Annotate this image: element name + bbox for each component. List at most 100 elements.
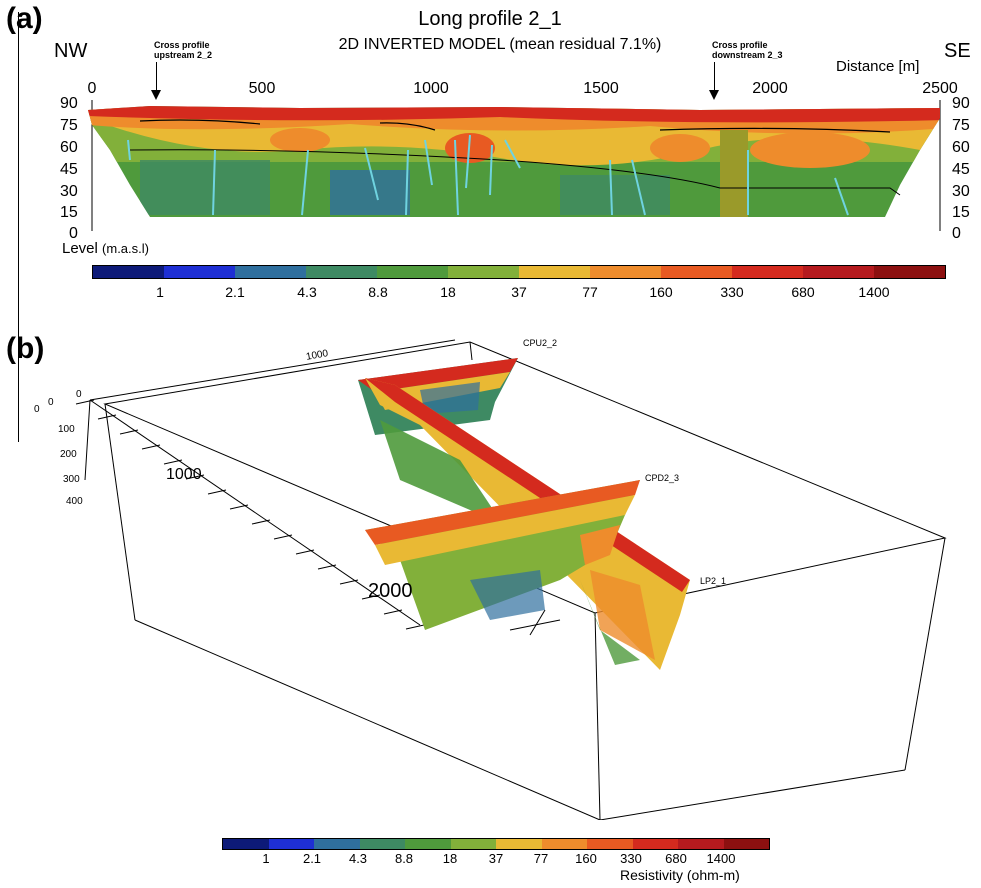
y-tick-right-60: 60 <box>952 139 970 156</box>
cb-a-label-160: 160 <box>649 284 673 300</box>
axis-tick-3 <box>141 444 161 450</box>
colorbar-segment-4 <box>405 839 451 849</box>
y-tick-right-45: 45 <box>952 161 970 178</box>
colorbar-segment-1 <box>268 839 314 849</box>
axis-label-0a: 0 <box>34 404 40 415</box>
upstream-annotation: Cross profile upstream 2_2 <box>154 40 213 60</box>
colorbar-segment-6 <box>519 266 590 278</box>
cb-b-label-8.8: 8.8 <box>394 851 414 866</box>
y-tick-left-90: 90 <box>60 95 78 112</box>
colorbar-segment-5 <box>450 839 496 849</box>
resistivity-section-a <box>88 100 941 231</box>
profile-title: Long profile 2_1 <box>418 8 562 30</box>
distance-axis-label: Distance [m] <box>836 58 920 75</box>
panel-a-label: (a) <box>6 2 43 35</box>
cb-b-label-77: 77 <box>533 851 549 866</box>
upstream-arrow <box>151 62 161 100</box>
y-tick-left-75: 75 <box>60 117 78 134</box>
cb-a-label-680: 680 <box>791 284 815 300</box>
cb-b-label-1: 1 <box>262 851 270 866</box>
cb-a-label-77: 77 <box>582 284 598 300</box>
cb-a-label-330: 330 <box>720 284 744 300</box>
cb-a-label-1: 1 <box>156 284 164 300</box>
colorbar-segment-11 <box>723 839 769 849</box>
cb-a-label-2.1: 2.1 <box>225 284 245 300</box>
axis-label-mid-1000: 1000 <box>166 466 202 483</box>
colorbar-segment-7 <box>590 266 661 278</box>
axis-tick-10 <box>295 549 315 555</box>
axis-label-0c: 0 <box>76 389 82 400</box>
cb-b-label-37: 37 <box>488 851 504 866</box>
panel-b-label: (b) <box>6 332 45 365</box>
colorbar-segment-2 <box>314 839 360 849</box>
cb-b-label-330: 330 <box>620 851 642 866</box>
axis-label-300: 300 <box>63 474 80 485</box>
colorbar-segment-5 <box>448 266 519 278</box>
colorbar-segment-3 <box>306 266 377 278</box>
colorbar-segment-0 <box>93 266 164 278</box>
axis-tick-6 <box>207 489 227 495</box>
level-label: Level (m.a.s.l) <box>62 240 149 257</box>
cb-b-label-680: 680 <box>665 851 687 866</box>
x-tick-1000: 1000 <box>413 80 449 97</box>
downstream-arrow <box>709 62 719 100</box>
colorbar-segment-10 <box>678 839 724 849</box>
y-tick-left-60: 60 <box>60 139 78 156</box>
axis-label-100: 100 <box>58 424 75 435</box>
y-tick-right-0: 0 <box>952 225 961 242</box>
axis-tick-0 <box>75 399 95 405</box>
colorbar-segment-8 <box>661 266 732 278</box>
axis-tick-11 <box>317 564 337 570</box>
y-tick-right-75: 75 <box>952 117 970 134</box>
colorbar-segment-8 <box>587 839 633 849</box>
y-tick-left-30: 30 <box>60 183 78 200</box>
cb-a-label-4.3: 4.3 <box>297 284 317 300</box>
colorbar-segment-10 <box>803 266 874 278</box>
downstream-annotation: Cross profile downstream 2_3 <box>712 40 783 60</box>
colorbar-segment-2 <box>235 266 306 278</box>
axis-label-400: 400 <box>66 496 83 507</box>
axis-label-0b: 0 <box>48 397 54 408</box>
axis-tick-8 <box>251 519 271 525</box>
colorbar-segment-3 <box>359 839 405 849</box>
panel-divider-line <box>18 12 19 442</box>
y-tick-left-0: 0 <box>69 225 78 242</box>
axis-tick-15 <box>405 624 425 630</box>
cb-b-label-160: 160 <box>575 851 597 866</box>
se-direction-label: SE <box>944 40 971 62</box>
axis-tick-9 <box>273 534 293 540</box>
lp-profile-label: LP2_1 <box>700 576 727 586</box>
colorbar-segment-6 <box>496 839 542 849</box>
profile-subtitle: 2D INVERTED MODEL (mean residual 7.1%) <box>338 36 662 53</box>
axis-tick-1 <box>97 414 117 420</box>
y-tick-right-30: 30 <box>952 183 970 200</box>
colorbar-b <box>222 838 770 850</box>
axis-tick-2 <box>119 429 139 435</box>
axis-tick-13 <box>361 594 381 600</box>
colorbar-segment-7 <box>541 839 587 849</box>
axis-tick-4 <box>163 459 183 465</box>
colorbar-segment-9 <box>632 839 678 849</box>
y-tick-right-90: 90 <box>952 95 970 112</box>
y-tick-right-15: 15 <box>952 204 970 221</box>
cpu-profile-label: CPU2_2 <box>523 338 558 348</box>
axis-tick-14 <box>383 609 403 615</box>
colorbar-segment-11 <box>874 266 945 278</box>
cb-a-label-18: 18 <box>440 284 456 300</box>
x-tick-1500: 1500 <box>583 80 619 97</box>
colorbar-segment-9 <box>732 266 803 278</box>
colorbar-title: Resistivity (ohm-m) <box>620 867 740 883</box>
x-tick-500: 500 <box>248 80 276 97</box>
axis-tick-5 <box>185 474 205 480</box>
x-tick-2500: 2500 <box>922 80 958 97</box>
y-tick-left-45: 45 <box>60 161 78 178</box>
colorbar-segment-0 <box>223 839 269 849</box>
axis-tick-12 <box>339 579 359 585</box>
x-tick-2000: 2000 <box>752 80 788 97</box>
cb-b-label-4.3: 4.3 <box>348 851 368 866</box>
axis-tick-7 <box>229 504 249 510</box>
axis-label-200: 200 <box>60 449 77 460</box>
colorbar-segment-1 <box>164 266 235 278</box>
cb-a-label-37: 37 <box>511 284 527 300</box>
y-tick-left-15: 15 <box>60 204 78 221</box>
